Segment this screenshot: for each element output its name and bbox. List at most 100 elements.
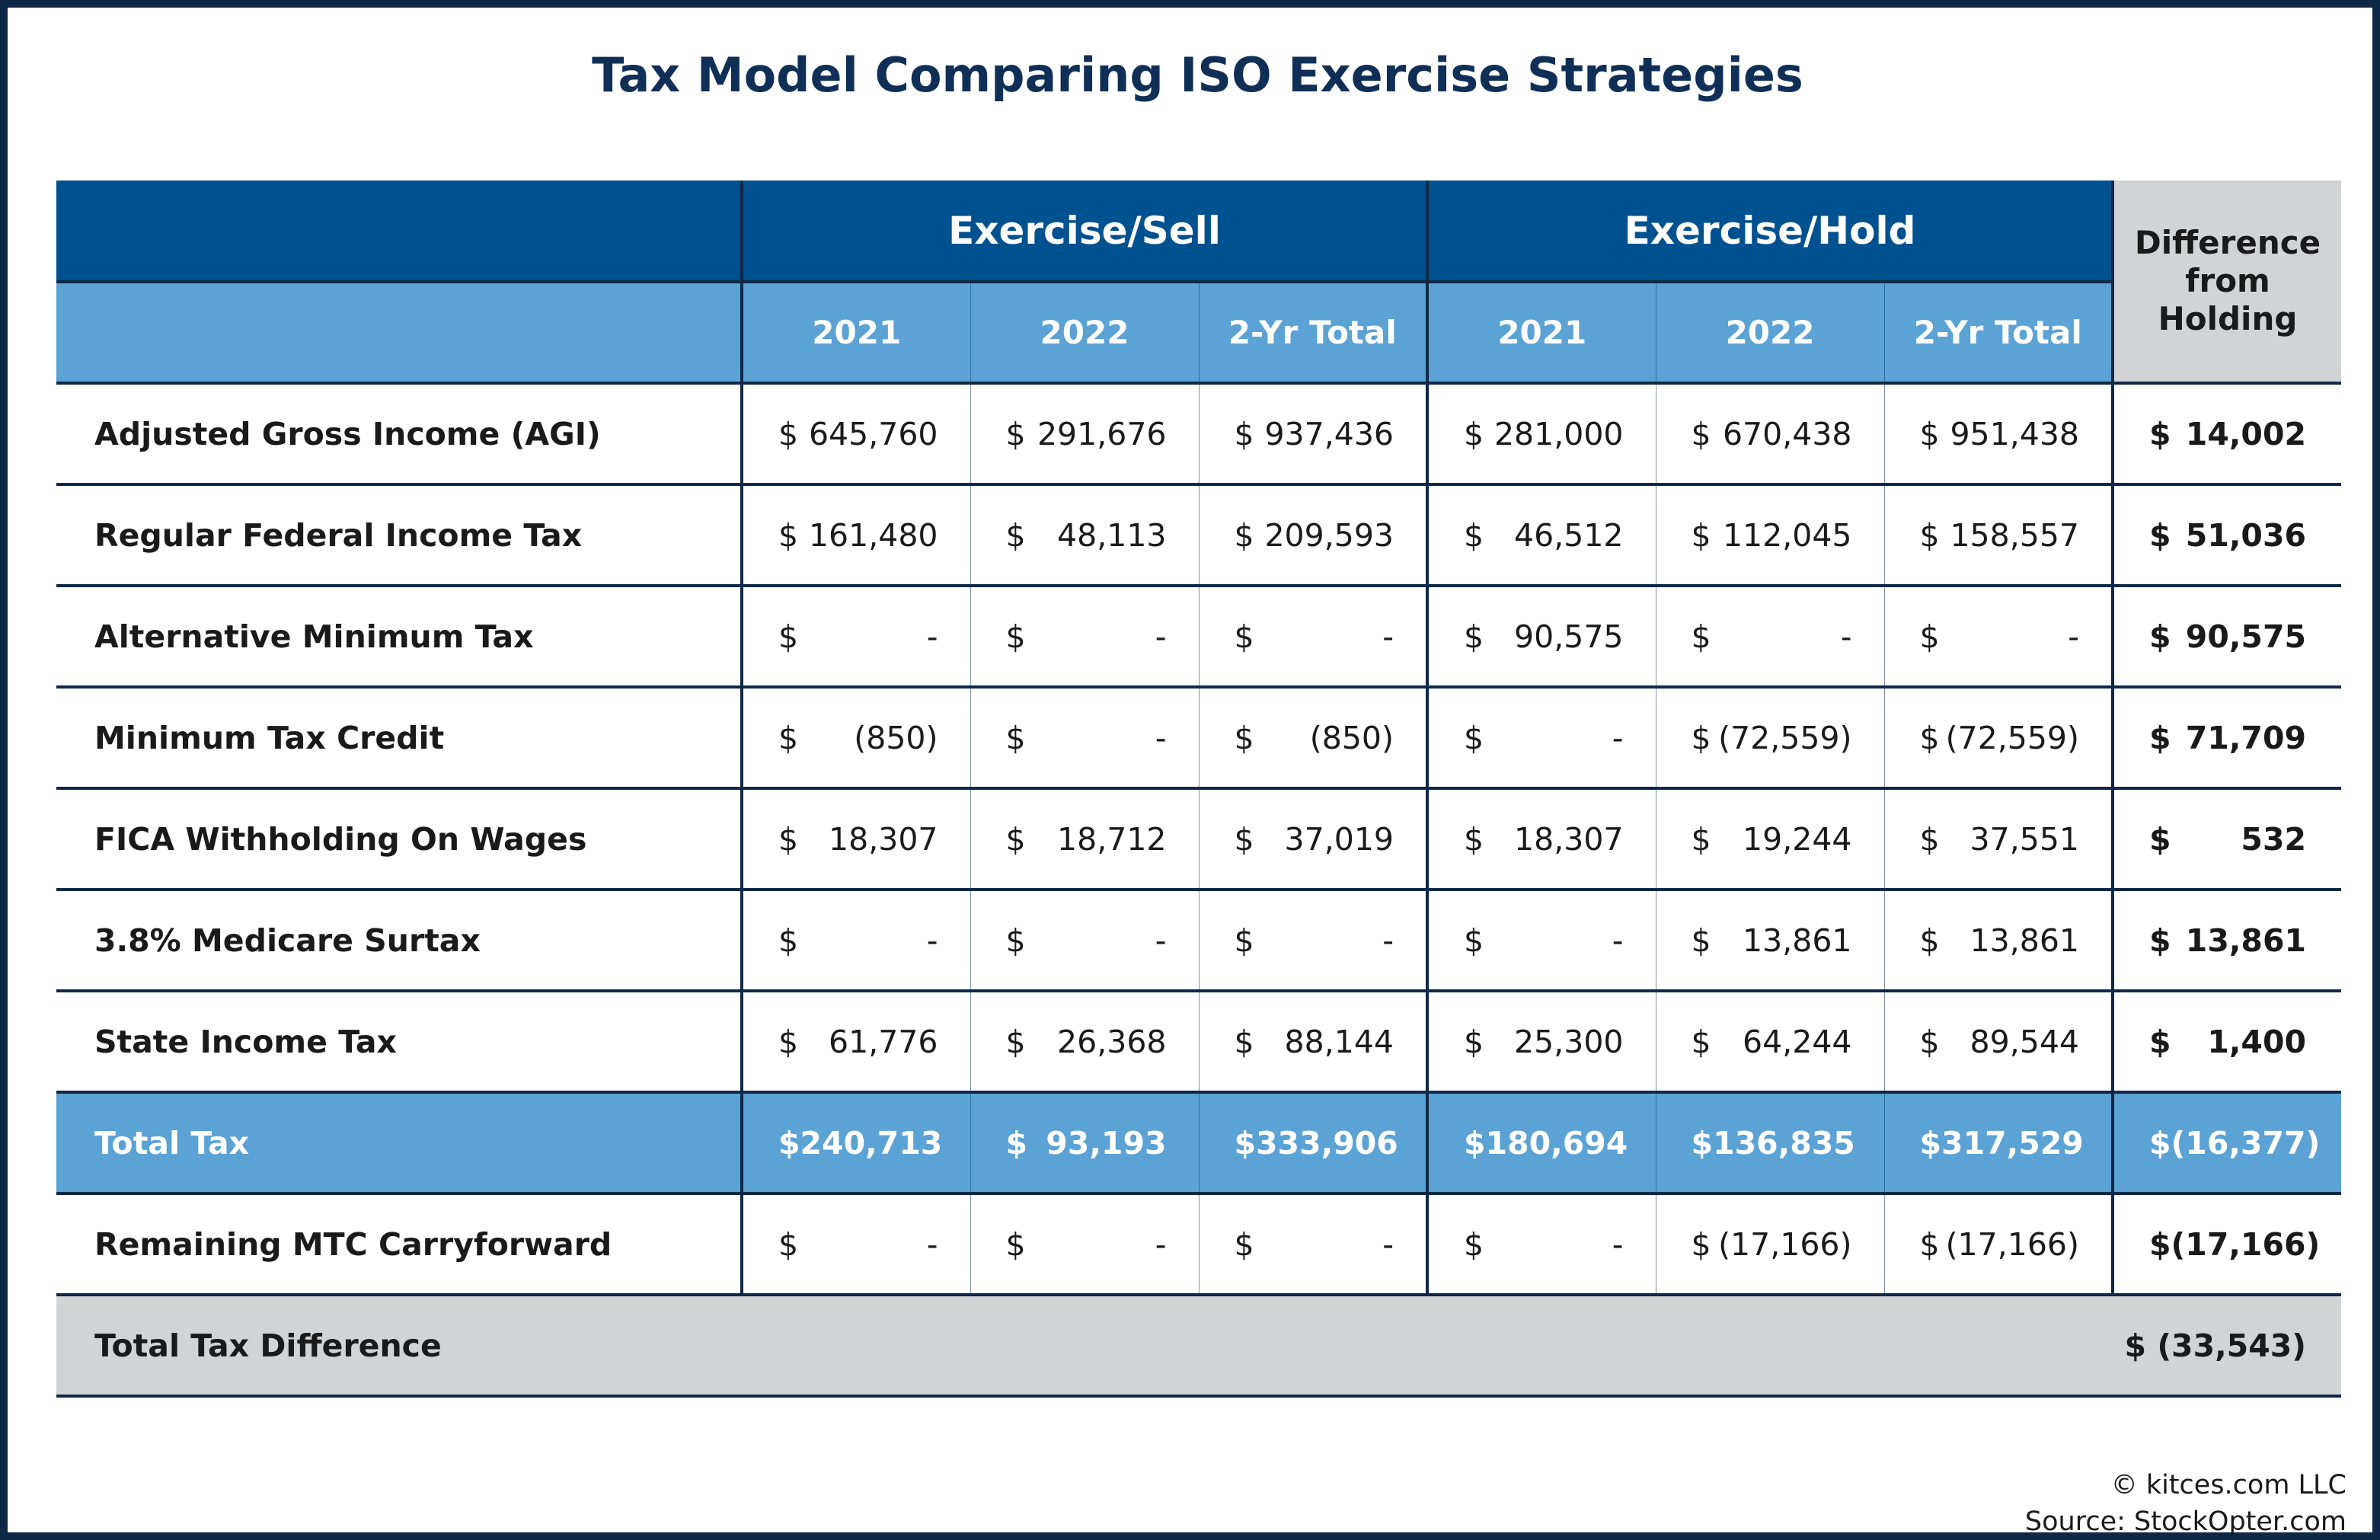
table-row: FICA Withholding On Wages $18,307 $18,712 $…: [56, 788, 2342, 891]
currency-symbol: $: [1234, 1124, 1257, 1161]
currency-symbol: $: [778, 820, 799, 858]
cell-value: -: [1382, 618, 1394, 655]
tax-table: Exercise/Sell Exercise/Hold Difference f…: [56, 181, 2342, 1398]
cell-hold-total: $951,438: [1883, 383, 2113, 486]
currency-symbol: $: [2149, 1225, 2171, 1263]
cell-value: 71,709: [2185, 719, 2307, 756]
copyright-text: © kitces.com LLC: [2110, 1470, 2346, 1500]
cell-value: 180,694: [1485, 1124, 1628, 1161]
currency-symbol: $: [778, 1124, 800, 1161]
col-header-sell-total: 2-Yr Total: [1198, 282, 1428, 385]
currency-symbol: $: [2149, 1023, 2171, 1060]
cell-hold-2021: $ -: [1426, 890, 1656, 992]
currency-symbol: $: [1005, 415, 1026, 452]
cell-sell-total: $88,144: [1198, 991, 1428, 1094]
currency-symbol: $: [1005, 719, 1026, 756]
cell-hold-2022: $112,045: [1655, 484, 1885, 587]
cell-sell-total: $ -: [1198, 1193, 1428, 1296]
currency-symbol: $: [2149, 922, 2171, 959]
currency-symbol: $: [1691, 719, 1711, 756]
row-label: Minimum Tax Credit: [56, 687, 742, 790]
cell-sell-2021: $ -: [740, 890, 970, 992]
col-header-hold-2022: 2022: [1655, 282, 1885, 385]
cell-sell-2022: $48,113: [970, 484, 1199, 587]
cell-value: 112,045: [1722, 516, 1852, 554]
cell-value: 89,544: [1969, 1023, 2080, 1060]
table-row: Alternative Minimum Tax $ - $ - $ - $90,575 $ - $ -…: [56, 586, 2342, 689]
cell-value: -: [2068, 618, 2080, 655]
cell-hold-2021: $180,694: [1426, 1092, 1656, 1195]
table-row: 3.8% Medicare Surtax $ - $ - $ - $ - $13,861 $13,8…: [56, 890, 2342, 992]
cell-value: (72,559): [1718, 719, 1852, 756]
table-row: Remaining MTC Carryforward $ - $ - $ - $ - $ (17,1…: [56, 1193, 2342, 1296]
cell-value: -: [926, 1225, 938, 1263]
currency-symbol: $: [1005, 922, 1026, 959]
currency-symbol: $: [778, 415, 799, 452]
cell-hold-2021: $90,575: [1426, 586, 1656, 689]
cell-value: 1,400: [2207, 1023, 2307, 1060]
cell-sell-2022: $ -: [970, 586, 1199, 689]
cell-value: 13,861: [1969, 922, 2080, 959]
currency-symbol: $: [1919, 1225, 1940, 1263]
cell-value: 37,551: [1969, 820, 2080, 858]
cell-hold-total: $ -: [1883, 586, 2113, 689]
cell-value: 14,002: [2185, 415, 2307, 452]
currency-symbol: $: [1464, 719, 1484, 756]
group-header-sell: Exercise/Sell: [740, 181, 1428, 283]
cell-hold-total: $89,544: [1883, 991, 2113, 1094]
currency-symbol: $: [1691, 1225, 1711, 1263]
table-row: Total Tax $240,713 $93,193 $333,906 $180,694…: [56, 1092, 2342, 1195]
cell-value: 18,307: [1514, 820, 1624, 858]
row-label: Remaining MTC Carryforward: [56, 1193, 742, 1296]
currency-symbol: $: [778, 516, 799, 554]
grand-total-row: Total Tax Difference $ (33,543): [56, 1295, 2342, 1398]
table-row: Minimum Tax Credit $ (850) $ - $ (850) $ - $ (72,5…: [56, 687, 2342, 790]
currency-symbol: $: [1464, 922, 1484, 959]
cell-value: 281,000: [1493, 415, 1624, 452]
currency-symbol: $: [1464, 415, 1484, 452]
cell-sell-2021: $ -: [740, 1193, 970, 1296]
cell-value: 209,593: [1264, 516, 1394, 554]
currency-symbol: $: [1691, 415, 1711, 452]
row-label: Alternative Minimum Tax: [56, 586, 742, 689]
cell-hold-2022: $ (17,166): [1655, 1193, 1885, 1296]
currency-symbol: $: [1234, 1225, 1254, 1263]
currency-symbol: $: [1005, 1225, 1026, 1263]
currency-symbol: $: [1919, 719, 1940, 756]
cell-value: 240,713: [800, 1124, 943, 1161]
cell-difference: $71,709: [2111, 687, 2342, 790]
currency-symbol: $: [1919, 415, 1940, 452]
cell-value: 48,113: [1057, 516, 1167, 554]
cell-difference: $13,861: [2111, 890, 2342, 992]
currency-symbol: $: [1005, 1124, 1028, 1161]
cell-value: (850): [854, 719, 938, 756]
currency-symbol: $: [1234, 820, 1254, 858]
header-corner-sub: [56, 282, 742, 385]
cell-value: 333,906: [1256, 1124, 1398, 1161]
cell-hold-total: $ (72,559): [1883, 687, 2113, 790]
row-label: Regular Federal Income Tax: [56, 484, 742, 587]
currency-symbol: $: [1464, 1124, 1486, 1161]
cell-sell-2022: $93,193: [970, 1092, 1199, 1195]
currency-symbol: $: [1234, 922, 1254, 959]
currency-symbol: $: [778, 1225, 799, 1263]
cell-value: 13,861: [1743, 922, 1852, 959]
cell-value: 46,512: [1514, 516, 1624, 554]
cell-sell-total: $333,906: [1198, 1092, 1428, 1195]
currency-symbol: $: [1234, 415, 1254, 452]
cell-hold-2022: $136,835: [1655, 1092, 1885, 1195]
row-label: Adjusted Gross Income (AGI): [56, 383, 742, 486]
currency-symbol: $: [778, 618, 799, 655]
cell-value: 90,575: [1514, 618, 1624, 655]
cell-value: 13,861: [2185, 922, 2307, 959]
cell-value: 19,244: [1743, 820, 1852, 858]
cell-hold-2022: $670,438: [1655, 383, 1885, 486]
cell-value: -: [926, 618, 938, 655]
cell-sell-2022: $291,676: [970, 383, 1199, 486]
currency-symbol: $: [2149, 719, 2171, 756]
currency-symbol: $: [778, 922, 799, 959]
cell-value: -: [926, 922, 938, 959]
grand-total-value: $ (33,543): [2113, 1295, 2342, 1398]
currency-symbol: $: [1691, 820, 1711, 858]
